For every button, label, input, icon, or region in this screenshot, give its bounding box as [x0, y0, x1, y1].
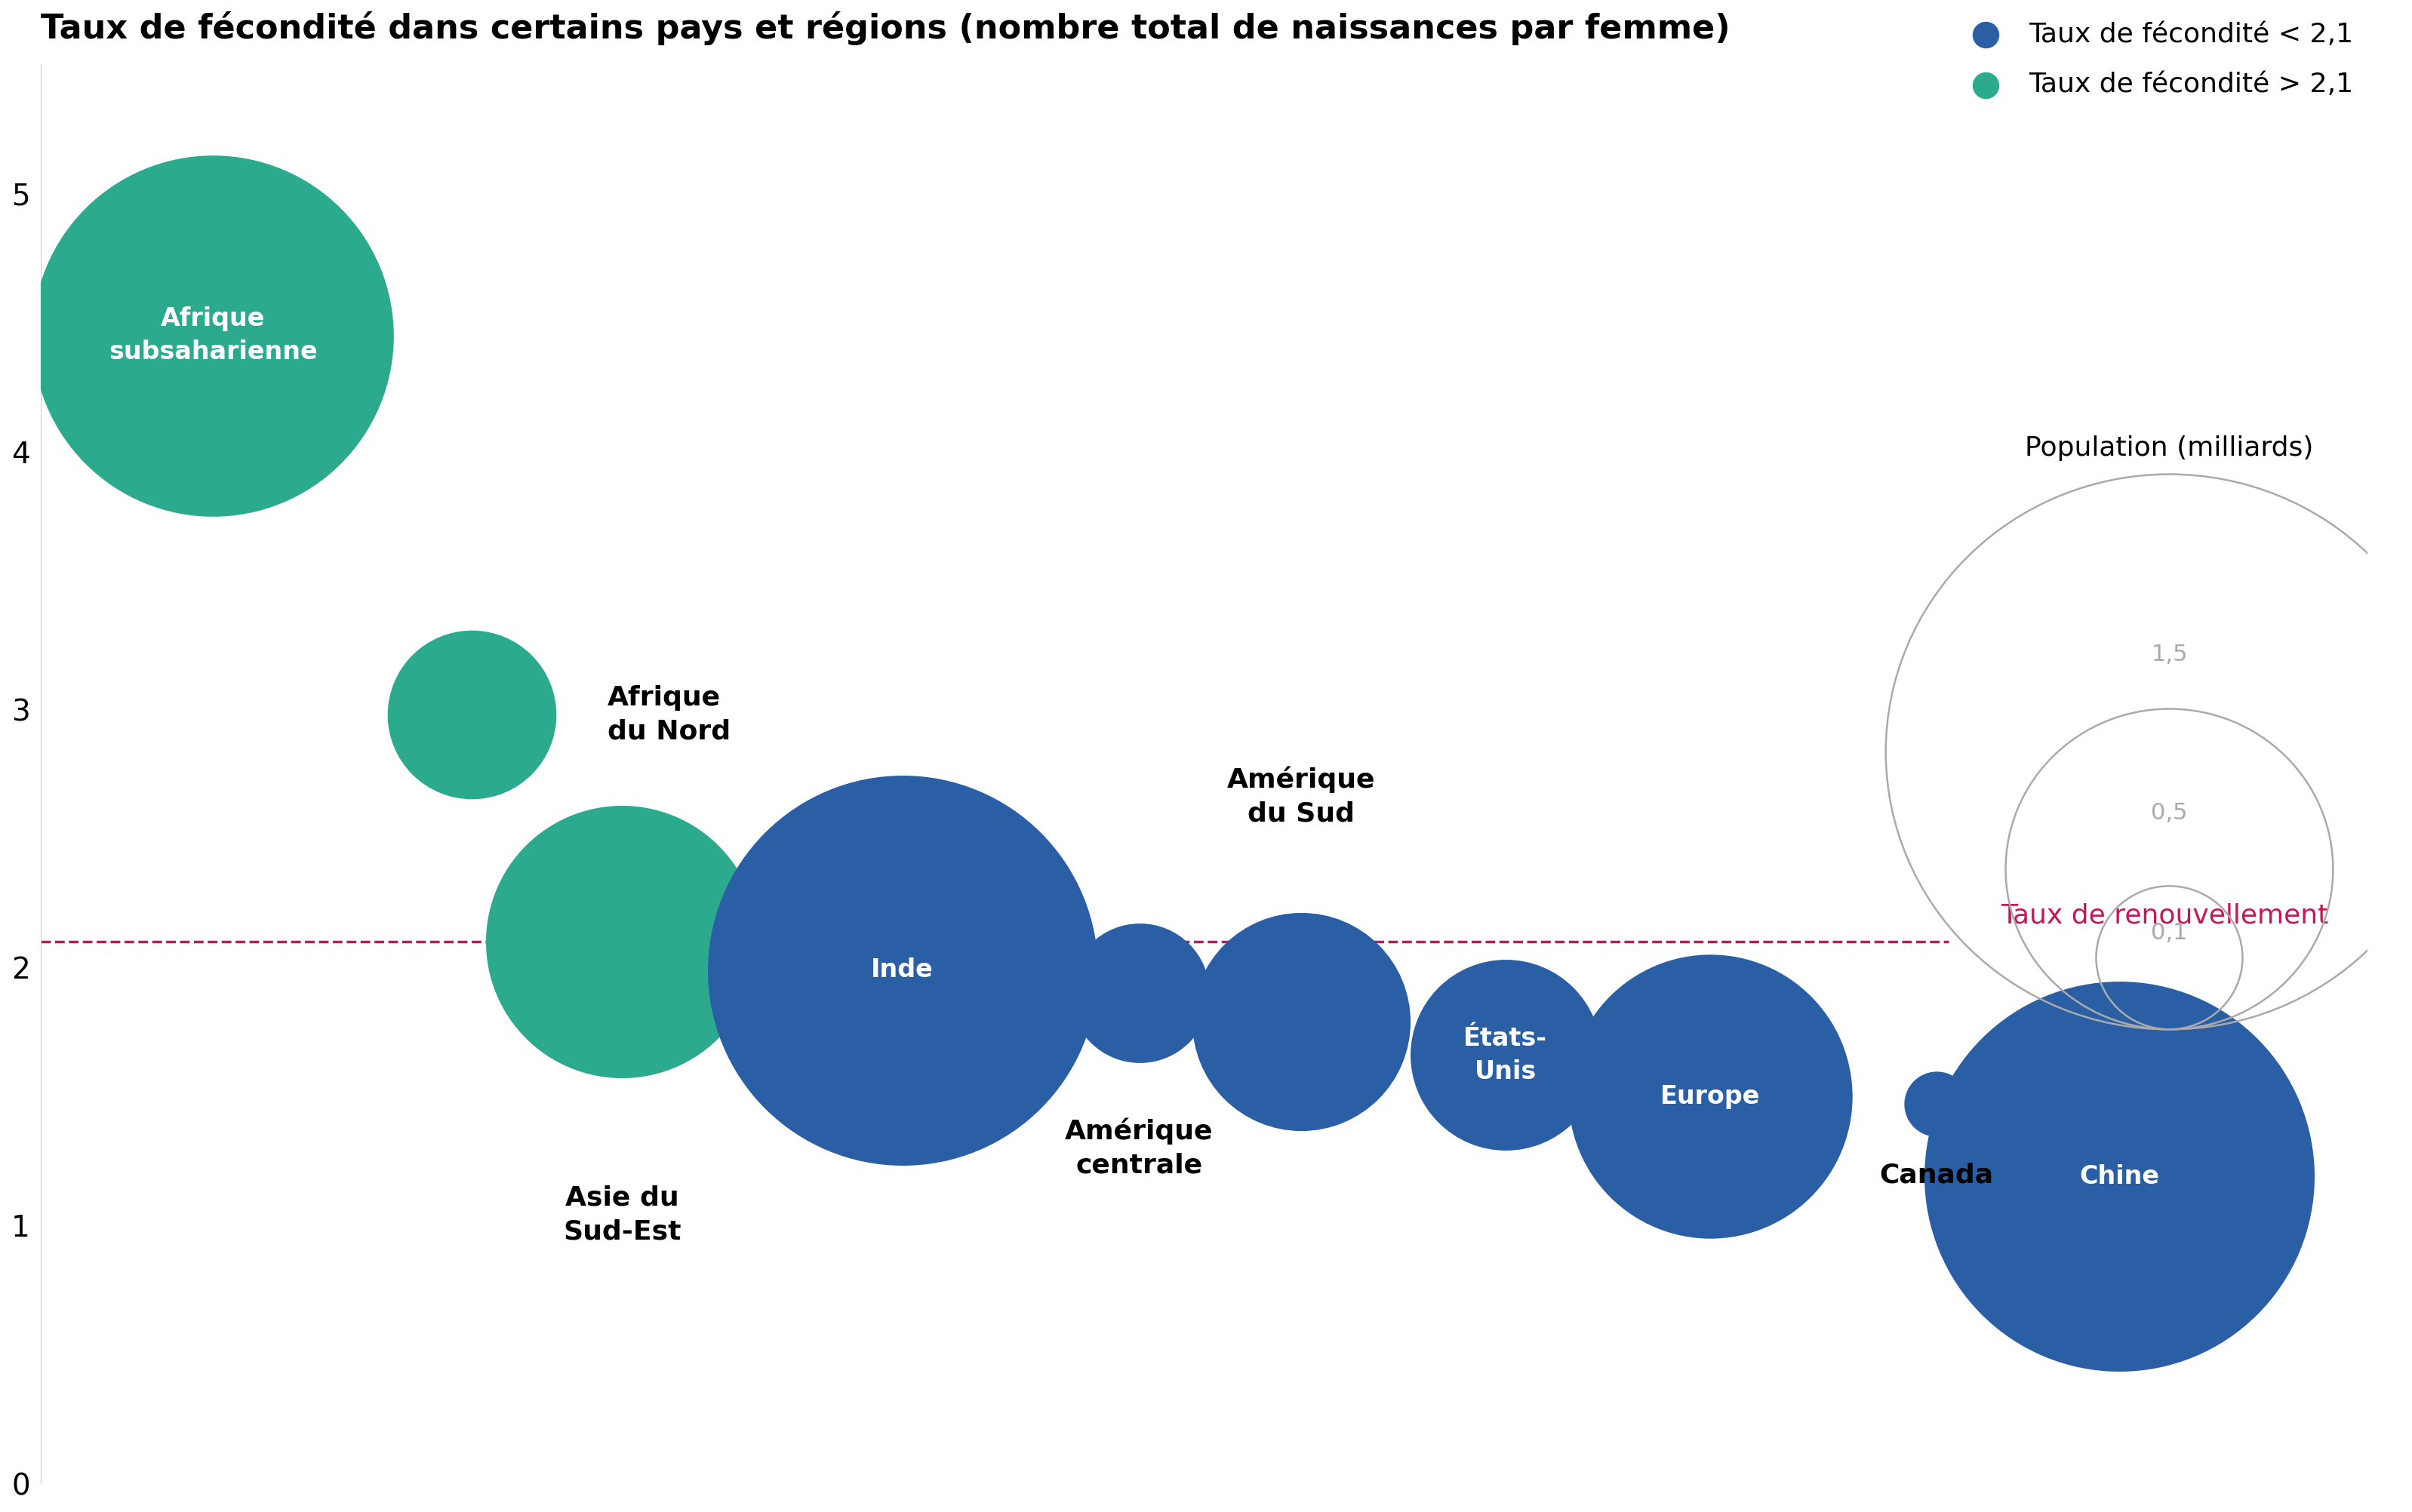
Point [1486, 1043, 1524, 1067]
Text: Amérique
centrale: Amérique centrale [1066, 1117, 1213, 1178]
Text: Inde: Inde [871, 957, 933, 983]
Text: Europe: Europe [1659, 1084, 1761, 1108]
Point [603, 930, 642, 954]
Point [883, 959, 921, 983]
Text: 0,5: 0,5 [2152, 801, 2188, 824]
Text: Population (milliards): Population (milliards) [2026, 435, 2313, 461]
Text: Taux de fécondité dans certains pays et régions (nombre total de naissances par : Taux de fécondité dans certains pays et … [41, 11, 1729, 45]
Text: États-
Unis: États- Unis [1464, 1027, 1549, 1084]
Text: 1,5: 1,5 [2152, 644, 2188, 665]
Text: Chine: Chine [2079, 1164, 2159, 1188]
Point [1119, 981, 1158, 1005]
Legend: Taux de fécondité < 2,1, Taux de fécondité > 2,1: Taux de fécondité < 2,1, Taux de fécondi… [1959, 21, 2354, 97]
Text: Afrique
subsaharienne: Afrique subsaharienne [109, 307, 318, 364]
Point [1281, 1010, 1319, 1034]
Text: 0,1: 0,1 [2152, 922, 2188, 943]
Text: Canada: Canada [1879, 1163, 1992, 1188]
Text: Taux de renouvellement: Taux de renouvellement [2002, 903, 2328, 928]
Point [1918, 1092, 1956, 1116]
Text: Asie du
Sud-Est: Asie du Sud-Est [562, 1185, 680, 1244]
Text: Amérique
du Sud: Amérique du Sud [1228, 767, 1375, 827]
Text: Afrique
du Nord: Afrique du Nord [608, 685, 731, 744]
Point [193, 324, 232, 348]
Point [1691, 1084, 1729, 1108]
Point [451, 703, 490, 727]
Point [2101, 1164, 2139, 1188]
